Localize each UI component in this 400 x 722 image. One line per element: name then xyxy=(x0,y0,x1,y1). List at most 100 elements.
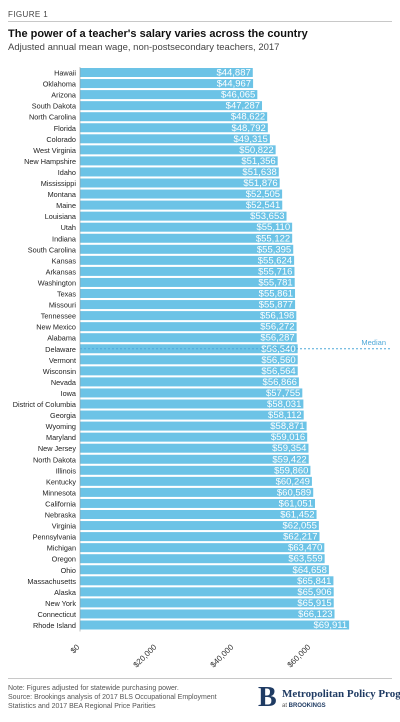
data-label: $55,781 xyxy=(258,277,292,288)
data-label: $51,876 xyxy=(243,178,277,189)
data-label: $55,861 xyxy=(259,289,293,300)
data-label: $48,792 xyxy=(231,123,265,134)
data-label: $59,016 xyxy=(271,432,305,443)
x-tick-label: $0 xyxy=(69,642,82,655)
data-label: $56,564 xyxy=(261,366,295,377)
category-label: Pennsylvania xyxy=(33,533,77,542)
bar xyxy=(80,565,329,575)
category-label: New Hampshire xyxy=(24,157,76,166)
data-label: $56,198 xyxy=(260,311,294,322)
bar xyxy=(80,388,303,398)
data-label: $55,122 xyxy=(256,233,290,244)
data-label: $58,031 xyxy=(267,399,301,410)
chart-subtitle: Adjusted annual mean wage, non-postsecon… xyxy=(8,42,280,53)
brookings-b-logo-icon: B xyxy=(258,682,277,713)
bar xyxy=(80,366,298,376)
bar xyxy=(80,554,325,564)
data-label: $61,452 xyxy=(280,510,314,521)
category-label: Florida xyxy=(54,124,77,133)
data-label: $60,589 xyxy=(277,487,311,498)
category-label: Utah xyxy=(61,223,76,232)
bar xyxy=(80,156,278,166)
category-label: Kentucky xyxy=(46,477,76,486)
category-label: Vermont xyxy=(49,356,76,365)
bar xyxy=(80,465,311,475)
bar xyxy=(80,443,309,453)
data-label: $55,716 xyxy=(258,266,292,277)
data-label: $58,112 xyxy=(268,410,302,421)
program-affiliation: at BROOKINGS xyxy=(282,703,326,709)
data-label: $51,638 xyxy=(242,167,276,178)
data-label: $56,560 xyxy=(261,355,295,366)
data-label: $65,841 xyxy=(297,576,331,587)
data-label: $62,055 xyxy=(283,521,317,532)
category-label: Georgia xyxy=(50,411,77,420)
bar xyxy=(80,432,308,442)
category-label: Mississippi xyxy=(41,179,77,188)
data-label: $60,249 xyxy=(276,476,310,487)
affiliation-prefix: at xyxy=(282,703,289,709)
category-label: South Carolina xyxy=(28,245,77,254)
data-label: $56,540 xyxy=(261,344,295,355)
data-label: $55,110 xyxy=(256,222,290,233)
data-label: $52,541 xyxy=(246,200,280,211)
bar xyxy=(80,266,295,276)
data-label: $57,755 xyxy=(266,388,300,399)
bar xyxy=(80,167,279,177)
data-label: $53,653 xyxy=(250,211,284,222)
data-label: $55,624 xyxy=(258,255,292,266)
bar xyxy=(80,289,296,298)
data-label: $46,065 xyxy=(221,90,255,101)
data-label: $56,866 xyxy=(263,377,297,388)
bar xyxy=(80,244,294,254)
category-label: Idaho xyxy=(58,168,76,177)
bar-chart: Hawaii $44,887 Oklahoma $44,967 Arizona $46,0… xyxy=(13,67,392,669)
bar xyxy=(80,543,325,553)
bar xyxy=(80,355,298,365)
category-label: Indiana xyxy=(52,234,77,243)
footer-divider xyxy=(8,678,392,679)
category-label: New Mexico xyxy=(36,323,76,332)
bar xyxy=(80,90,258,100)
data-label: $59,354 xyxy=(272,443,306,454)
bar xyxy=(80,410,304,420)
category-label: Illinois xyxy=(56,466,77,475)
category-label: Wisconsin xyxy=(43,367,76,376)
data-label: $51,356 xyxy=(241,156,275,167)
data-label: $62,217 xyxy=(283,532,317,543)
data-label: $56,287 xyxy=(260,333,294,344)
bar xyxy=(80,255,295,265)
category-label: Alabama xyxy=(47,334,77,343)
category-label: Maine xyxy=(56,201,76,210)
category-label: Arkansas xyxy=(46,267,77,276)
top-divider xyxy=(8,21,392,22)
bar xyxy=(80,399,304,409)
category-label: Connecticut xyxy=(37,610,76,619)
bar xyxy=(80,487,314,497)
category-label: Massachusetts xyxy=(27,577,76,586)
data-label: $44,887 xyxy=(216,68,250,79)
category-label: Oklahoma xyxy=(43,80,77,89)
x-tick-label: $60,000 xyxy=(286,642,313,669)
category-label: New York xyxy=(45,599,76,608)
category-label: North Dakota xyxy=(33,455,77,464)
category-label: Delaware xyxy=(45,345,76,354)
category-label: Rhode Island xyxy=(33,621,76,630)
data-label: $55,877 xyxy=(259,300,293,311)
category-label: Texas xyxy=(57,290,76,299)
category-label: Hawaii xyxy=(54,69,76,78)
bar xyxy=(80,101,263,111)
footnote-line: Source: Brookings analysis of 2017 BLS O… xyxy=(8,694,217,701)
data-label: $65,906 xyxy=(297,587,331,598)
bar xyxy=(80,510,317,519)
category-label: New Jersey xyxy=(38,444,76,453)
bar xyxy=(80,123,268,133)
bar xyxy=(80,377,299,387)
bar xyxy=(80,233,293,243)
data-label: $56,272 xyxy=(260,322,294,333)
figure-label: FIGURE 1 xyxy=(8,10,49,19)
data-label: $49,315 xyxy=(233,134,267,145)
data-label: $59,860 xyxy=(274,465,308,476)
footnote: Note: Figures adjusted for statewide pur… xyxy=(8,684,258,711)
category-label: Montana xyxy=(48,190,77,199)
